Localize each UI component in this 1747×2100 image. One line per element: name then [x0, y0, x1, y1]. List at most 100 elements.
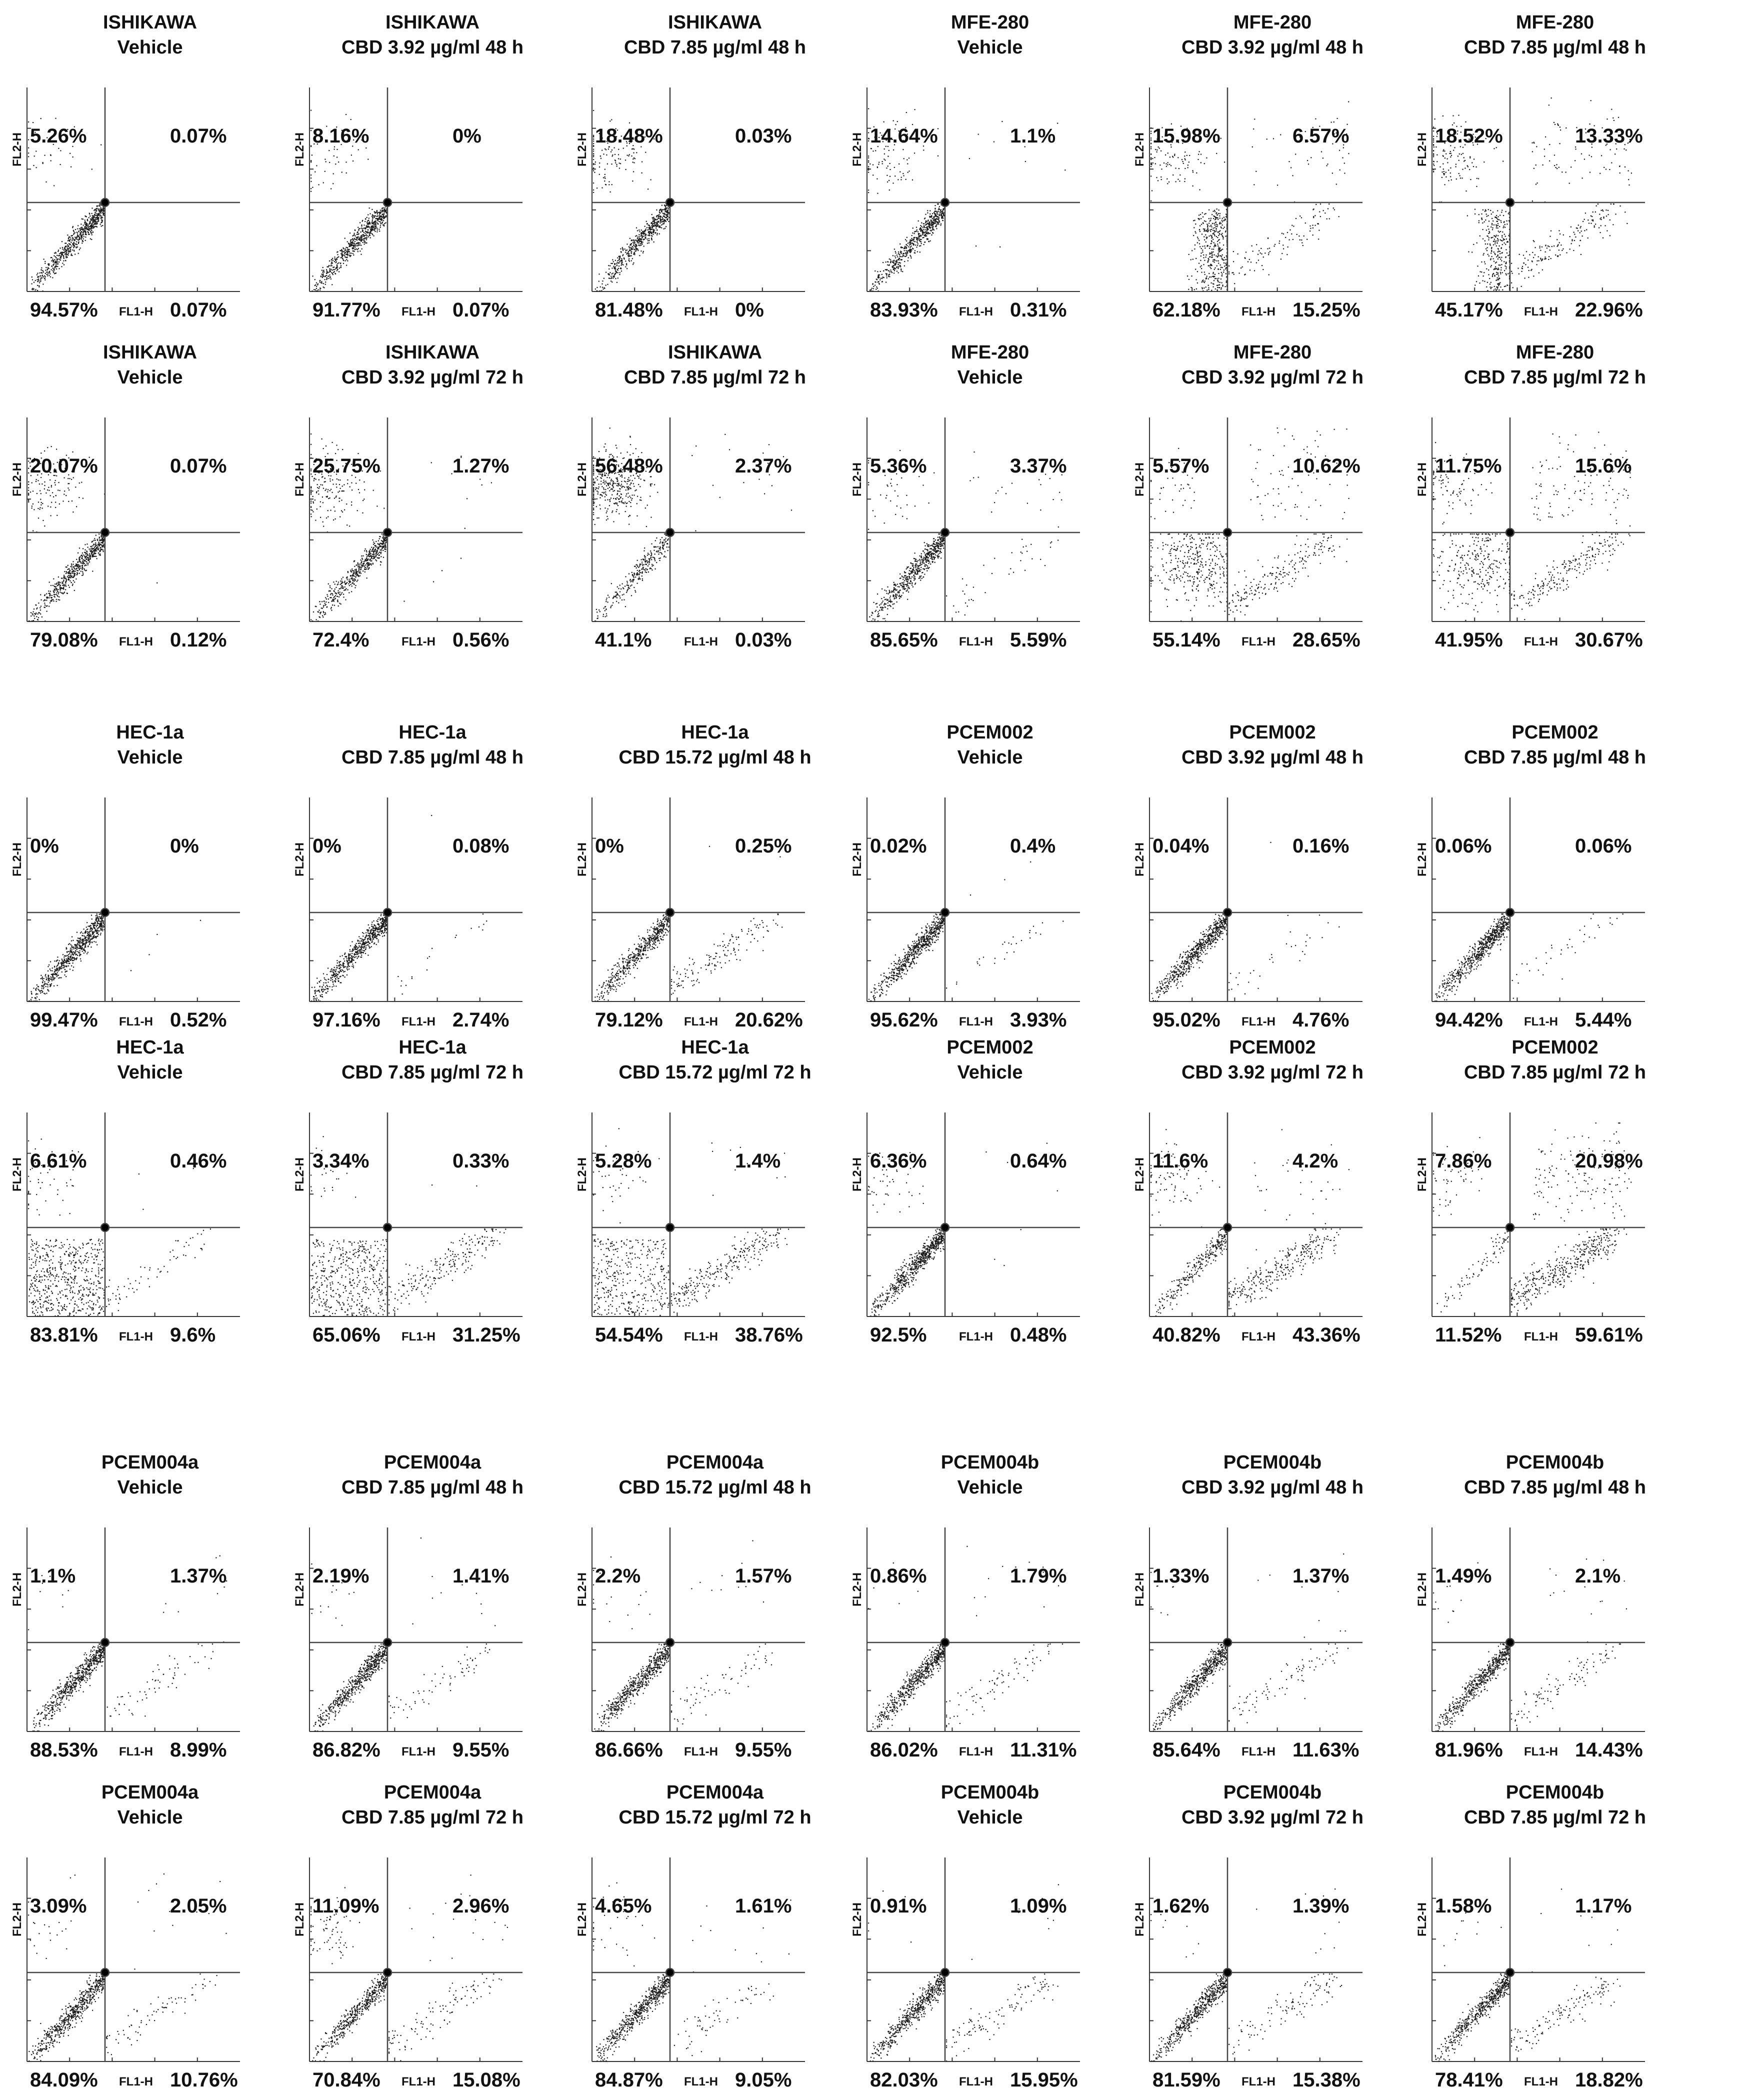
- event-dot: [938, 209, 939, 210]
- y-axis-label: FL2-H: [10, 142, 25, 156]
- event-dot: [874, 284, 876, 286]
- panel-title-cell-line: MFE-280: [1415, 10, 1695, 35]
- event-dot: [1496, 274, 1497, 275]
- event-dot: [1217, 214, 1218, 216]
- event-dot: [604, 174, 606, 175]
- event-dot: [906, 237, 908, 238]
- event-dot: [1533, 240, 1534, 241]
- event-dot: [67, 254, 68, 255]
- event-dot: [1498, 285, 1499, 286]
- event-dot: [908, 246, 909, 248]
- event-dot: [901, 177, 902, 178]
- event-dot: [1626, 223, 1628, 224]
- event-dot: [919, 240, 920, 241]
- event-dot: [36, 274, 38, 276]
- event-dot: [372, 225, 374, 226]
- event-dot: [660, 218, 661, 220]
- event-dot: [648, 224, 649, 226]
- event-dot: [332, 260, 334, 261]
- event-dot: [84, 560, 86, 562]
- event-dot: [1150, 143, 1152, 144]
- event-dot: [903, 253, 904, 254]
- y-axis-label-text: FL2-H: [293, 130, 307, 170]
- event-dot: [1217, 287, 1218, 288]
- panel-title-cell-line: ISHIKAWA: [292, 10, 572, 35]
- event-dot: [310, 146, 312, 147]
- event-dot: [1501, 264, 1502, 265]
- event-dot: [917, 245, 918, 246]
- event-dot: [102, 544, 104, 546]
- event-dot: [1519, 254, 1520, 255]
- event-dot: [1581, 230, 1582, 232]
- event-dot: [929, 224, 930, 225]
- event-dot: [362, 242, 364, 243]
- event-dot: [642, 236, 643, 238]
- event-dot: [904, 246, 906, 247]
- event-dot: [626, 264, 627, 266]
- event-dot: [1586, 229, 1587, 230]
- event-dot: [1496, 242, 1498, 244]
- event-dot: [383, 220, 384, 221]
- event-dot: [658, 221, 659, 222]
- event-dot: [51, 257, 52, 258]
- event-dot: [1213, 211, 1214, 212]
- event-dot: [877, 271, 878, 272]
- event-dot: [645, 238, 646, 239]
- event-dot: [67, 576, 68, 577]
- event-dot: [1449, 153, 1450, 154]
- event-dot: [868, 132, 869, 133]
- event-dot: [1222, 218, 1223, 219]
- event-dot: [1218, 273, 1219, 274]
- event-dot: [920, 245, 921, 246]
- event-dot: [369, 223, 370, 224]
- x-axis-label: FL1-H: [119, 305, 153, 319]
- event-dot: [324, 279, 326, 280]
- event-dot: [374, 215, 376, 216]
- event-dot: [336, 259, 338, 260]
- event-dot: [934, 208, 936, 209]
- quadrant-ul-percent: 5.26%: [30, 125, 86, 148]
- event-dot: [1628, 170, 1629, 172]
- event-dot: [604, 180, 605, 182]
- event-dot: [1433, 136, 1434, 137]
- event-dot: [636, 152, 637, 153]
- event-dot: [92, 570, 93, 572]
- quadrant-lr-percent: 15.25%: [1292, 299, 1360, 322]
- event-dot: [346, 265, 347, 266]
- event-dot: [380, 225, 381, 226]
- axes: [1150, 88, 1362, 292]
- event-dot: [637, 238, 638, 239]
- event-dot: [642, 252, 644, 254]
- event-dot: [1444, 150, 1445, 152]
- event-dot: [338, 256, 339, 258]
- event-dot: [324, 171, 326, 172]
- event-dot: [344, 250, 346, 251]
- event-dot: [1585, 212, 1586, 214]
- event-dot: [333, 269, 334, 270]
- event-dot: [1443, 173, 1444, 174]
- event-dot: [593, 150, 594, 152]
- event-dot: [366, 239, 367, 240]
- event-dot: [65, 260, 66, 261]
- event-dot: [914, 241, 916, 242]
- event-dot: [1256, 262, 1257, 263]
- event-dot: [1492, 220, 1494, 222]
- event-dot: [603, 288, 604, 290]
- event-dot: [361, 240, 362, 242]
- event-dot: [334, 256, 335, 258]
- event-dot: [58, 596, 60, 598]
- event-dot: [89, 556, 90, 558]
- event-dot: [1497, 210, 1498, 211]
- event-dot: [622, 250, 624, 251]
- event-dot: [1220, 264, 1221, 266]
- event-dot: [28, 472, 29, 474]
- event-dot: [1218, 240, 1219, 241]
- event-dot: [653, 226, 654, 227]
- event-dot: [1232, 272, 1234, 273]
- event-dot: [78, 243, 79, 244]
- event-dot: [382, 207, 384, 208]
- event-dot: [73, 244, 74, 245]
- event-dot: [1279, 240, 1280, 242]
